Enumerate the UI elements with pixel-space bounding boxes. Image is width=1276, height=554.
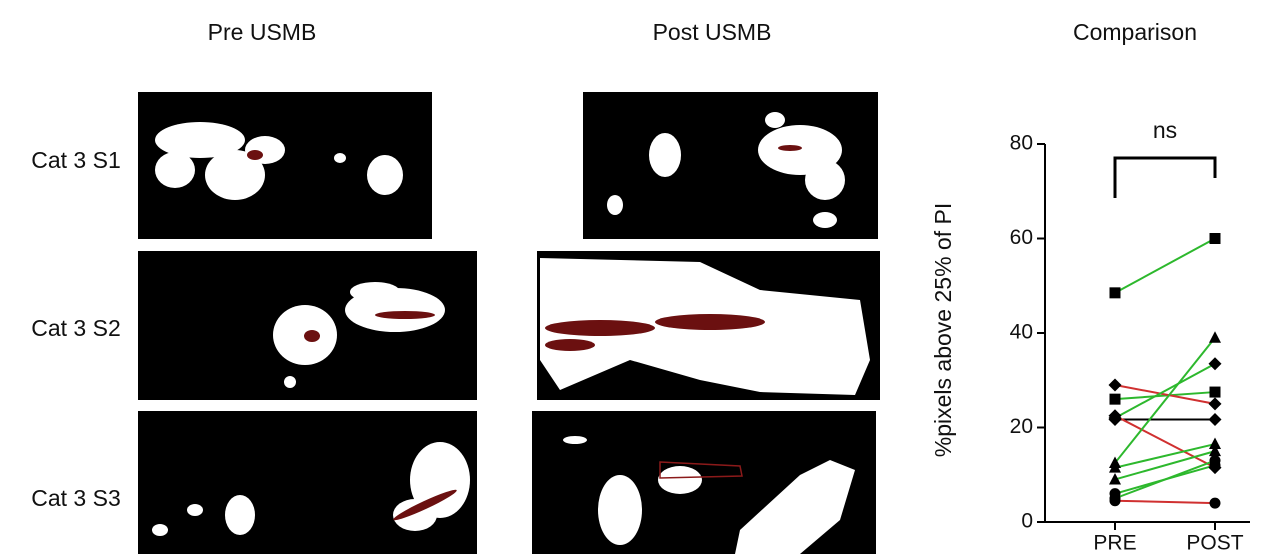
column-title: Pre USMB xyxy=(208,19,317,45)
pair-line xyxy=(1115,364,1215,418)
pair-line xyxy=(1115,501,1215,503)
image-panel xyxy=(138,411,477,554)
y-tick-label: 20 xyxy=(1010,415,1033,438)
row-label: Cat 3 S2 xyxy=(31,315,121,341)
marker xyxy=(1209,397,1222,410)
marker xyxy=(1110,287,1121,298)
y-tick-label: 40 xyxy=(1010,321,1033,344)
marker xyxy=(1110,394,1121,405)
bracket xyxy=(1115,158,1215,198)
annotation: ns xyxy=(1153,117,1177,143)
marker xyxy=(1210,455,1221,466)
column-title: Post USMB xyxy=(653,19,772,45)
row-label: Cat 3 S3 xyxy=(31,485,121,511)
marker xyxy=(1210,233,1221,244)
marker xyxy=(1109,378,1122,391)
image-panel xyxy=(537,251,880,400)
row-label: Cat 3 S1 xyxy=(31,147,121,173)
marker xyxy=(1210,498,1221,509)
marker xyxy=(1209,357,1222,370)
y-tick-label: 0 xyxy=(1021,510,1033,533)
y-axis-label: %pixels above 25% of PI xyxy=(930,203,956,457)
y-tick-label: 80 xyxy=(1010,132,1033,155)
column-title: Comparison xyxy=(1073,19,1197,45)
plot: 0 20 40 60 80 PRE POST %pixels above 25% of PI n… xyxy=(930,117,1250,554)
pair-line xyxy=(1115,392,1215,399)
page: {"panels": {"columns": ["Pre USMB", "Pos… xyxy=(0,0,1276,554)
image-panel xyxy=(583,92,878,239)
marker xyxy=(1209,331,1221,343)
marker xyxy=(1110,495,1121,506)
figure: Pre USMB Post USMB Comparison Cat 3 S1 C… xyxy=(0,0,1276,554)
x-tick-label: POST xyxy=(1186,532,1243,554)
marker xyxy=(1209,413,1222,426)
pair-line xyxy=(1115,416,1215,468)
marker xyxy=(1210,387,1221,398)
image-panel xyxy=(532,411,876,554)
y-tick-label: 60 xyxy=(1010,226,1033,249)
image-panel xyxy=(138,92,432,239)
x-tick-label: PRE xyxy=(1093,532,1136,554)
image-panel xyxy=(138,251,477,400)
pair-line xyxy=(1115,239,1215,293)
